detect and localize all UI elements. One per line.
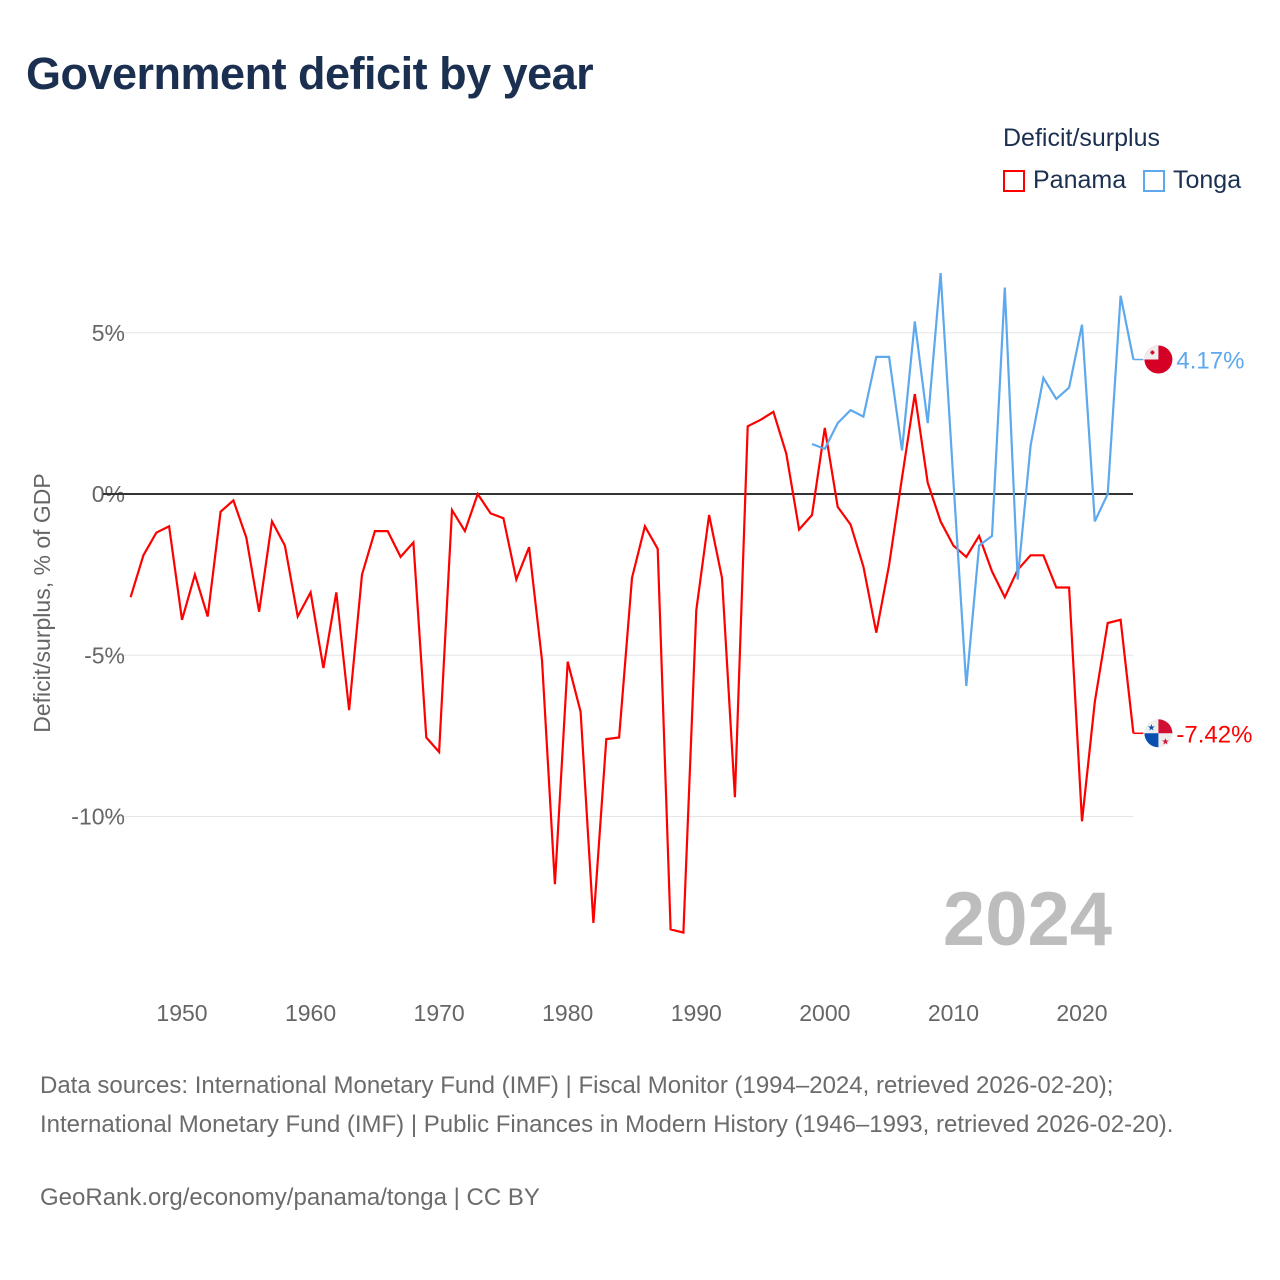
legend-label-panama: Panama <box>1033 166 1127 194</box>
year-watermark: 2024 <box>943 877 1112 962</box>
x-tick-label: 1980 <box>542 1000 593 1026</box>
flag-red-quarter <box>1158 719 1173 734</box>
series-line-tonga <box>811 273 1135 686</box>
flag-cross <box>1150 350 1155 355</box>
flag-star: ★ <box>1147 722 1155 732</box>
x-tick-label: 1990 <box>671 1000 722 1026</box>
flag-blue-quarter <box>1144 733 1159 748</box>
line-chart: 5%0%-5%-10%1950 1960 1970 1980 1990 2000 2010 2… <box>29 273 1252 1026</box>
x-tick-label: 2000 <box>799 1000 850 1026</box>
x-tick-label: 1970 <box>414 1000 465 1026</box>
end-value-label-tonga: 4.17% <box>1176 348 1244 375</box>
legend-item-panama[interactable]: Panama <box>1003 166 1126 195</box>
legend-title: Deficit/surplus <box>1003 124 1160 152</box>
chart-title: Government deficit by year <box>26 48 594 99</box>
y-axis-label: Deficit/surplus, % of GDP <box>29 473 55 732</box>
legend-item-tonga[interactable]: Tonga <box>1143 166 1241 195</box>
flag-icon-tonga <box>1144 345 1173 374</box>
flag-star: ★ <box>1161 736 1169 746</box>
end-value-label-panama: -7.42% <box>1176 721 1252 748</box>
legend-swatch-tonga <box>1143 169 1165 192</box>
y-tick-label: -10% <box>71 804 125 830</box>
flag-icon-panama: ★★ <box>1144 719 1173 748</box>
y-tick-label: 5% <box>92 320 125 346</box>
x-tick-label: 2010 <box>928 1000 979 1026</box>
legend-label-tonga: Tonga <box>1173 166 1242 194</box>
series-line-panama <box>129 393 1135 934</box>
y-tick-label: -5% <box>84 642 125 668</box>
x-tick-label: 2020 <box>1056 1000 1107 1026</box>
x-tick-label: 1950 <box>156 1000 207 1026</box>
legend-swatch-panama <box>1003 169 1025 192</box>
series-tonga: 4.17% <box>811 273 1244 686</box>
data-sources: Data sources: International Monetary Fun… <box>40 1072 1174 1138</box>
series-panama: ★★ -7.42% <box>129 393 1252 934</box>
x-tick-label: 1960 <box>285 1000 336 1026</box>
credit-link[interactable]: GeoRank.org/economy/panama/tonga | CC BY <box>40 1184 540 1211</box>
